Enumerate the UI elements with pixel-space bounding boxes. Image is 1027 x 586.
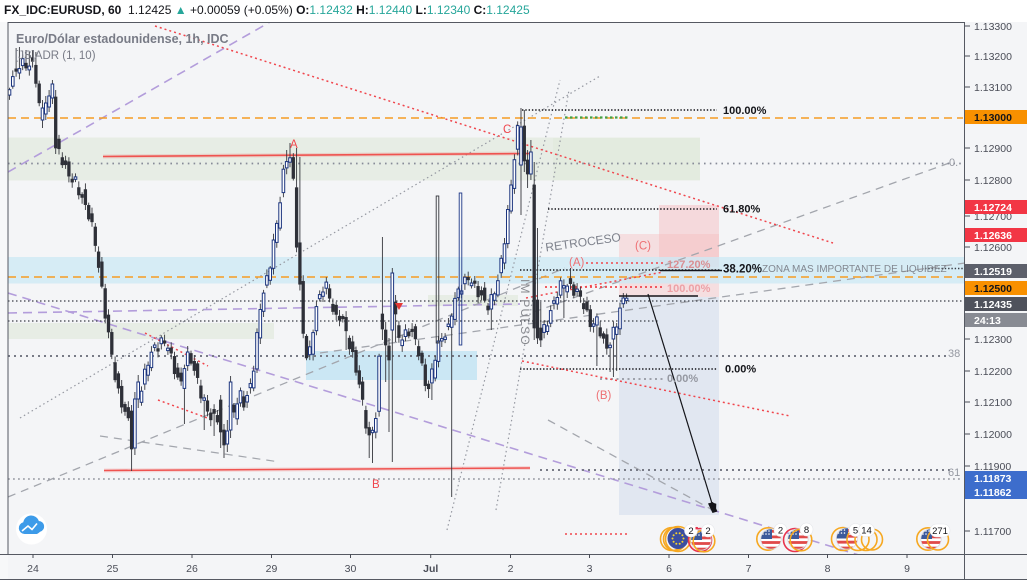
svg-text:1.12800: 1.12800 — [974, 175, 1012, 187]
svg-text:1.13200: 1.13200 — [974, 51, 1012, 63]
svg-text:9: 9 — [904, 563, 910, 575]
svg-text:24: 24 — [27, 563, 39, 575]
svg-text:2: 2 — [508, 563, 514, 575]
svg-text:3: 3 — [587, 563, 593, 575]
svg-text:61: 61 — [948, 467, 960, 479]
svg-text:(C): (C) — [635, 241, 651, 253]
svg-text:8: 8 — [804, 525, 809, 536]
svg-text:5: 5 — [853, 526, 858, 537]
svg-text:1.13000: 1.13000 — [974, 112, 1012, 124]
svg-text:1.12435: 1.12435 — [974, 299, 1012, 311]
svg-text:1.11862: 1.11862 — [974, 487, 1012, 499]
svg-text:Euro/Dólar estadounidense, 1h,: Euro/Dólar estadounidense, 1h, IDC — [16, 32, 229, 46]
svg-text:1.12200: 1.12200 — [974, 366, 1012, 378]
svg-text:271: 271 — [932, 526, 948, 537]
svg-text:25: 25 — [107, 563, 119, 575]
svg-text:6: 6 — [666, 563, 672, 575]
svg-text:1.11900: 1.11900 — [974, 461, 1011, 473]
svg-text:8: 8 — [825, 563, 831, 575]
svg-text:1.12636: 1.12636 — [974, 230, 1012, 242]
svg-text:61.80%: 61.80% — [723, 204, 761, 216]
svg-text:24:13: 24:13 — [974, 315, 1001, 327]
svg-text:[JS]ADR (1, 10): [JS]ADR (1, 10) — [15, 50, 96, 62]
svg-text:2: 2 — [688, 526, 693, 537]
svg-text:1.12519: 1.12519 — [974, 266, 1012, 278]
svg-text:B: B — [372, 479, 380, 491]
svg-text:A: A — [290, 139, 298, 151]
svg-text:(A): (A) — [569, 257, 585, 269]
svg-text:1.12300: 1.12300 — [974, 334, 1012, 346]
svg-text:100.00%: 100.00% — [667, 283, 711, 295]
svg-text:14: 14 — [861, 526, 872, 537]
svg-text:1.12600: 1.12600 — [974, 242, 1012, 254]
svg-text:IM PULSO: IM PULSO — [518, 279, 532, 346]
svg-text:127.20%: 127.20% — [667, 259, 711, 271]
svg-text:C: C — [503, 124, 511, 136]
svg-text:1.11873: 1.11873 — [974, 473, 1012, 485]
svg-text:1.12724: 1.12724 — [974, 202, 1012, 214]
svg-text:0.: 0. — [949, 157, 958, 169]
svg-text:29: 29 — [266, 563, 278, 575]
svg-text:1.13300: 1.13300 — [974, 21, 1012, 33]
svg-text:1.11700: 1.11700 — [974, 526, 1011, 538]
svg-text:(B): (B) — [596, 390, 612, 402]
svg-text:ZONA MAS IMPORTANTE DE LIQUIDE: ZONA MAS IMPORTANTE DE LIQUIDEZ — [762, 264, 947, 275]
svg-text:1.12900: 1.12900 — [974, 143, 1012, 155]
svg-text:26: 26 — [186, 563, 198, 575]
svg-text:0.00%: 0.00% — [725, 364, 756, 376]
svg-text:30: 30 — [345, 563, 357, 575]
svg-text:0.00%: 0.00% — [667, 373, 698, 385]
svg-text:1.13100: 1.13100 — [974, 82, 1012, 94]
svg-text:38.20%: 38.20% — [723, 264, 762, 276]
svg-text:1.12500: 1.12500 — [974, 283, 1012, 295]
svg-text:1.12000: 1.12000 — [974, 429, 1012, 441]
svg-text:2: 2 — [705, 526, 710, 537]
svg-text:100.00%: 100.00% — [723, 105, 767, 117]
svg-text:7: 7 — [746, 563, 752, 575]
svg-text:2: 2 — [778, 526, 783, 537]
svg-text:Jul: Jul — [423, 563, 438, 575]
svg-text:1.12100: 1.12100 — [974, 397, 1012, 409]
svg-text:38: 38 — [948, 348, 960, 360]
